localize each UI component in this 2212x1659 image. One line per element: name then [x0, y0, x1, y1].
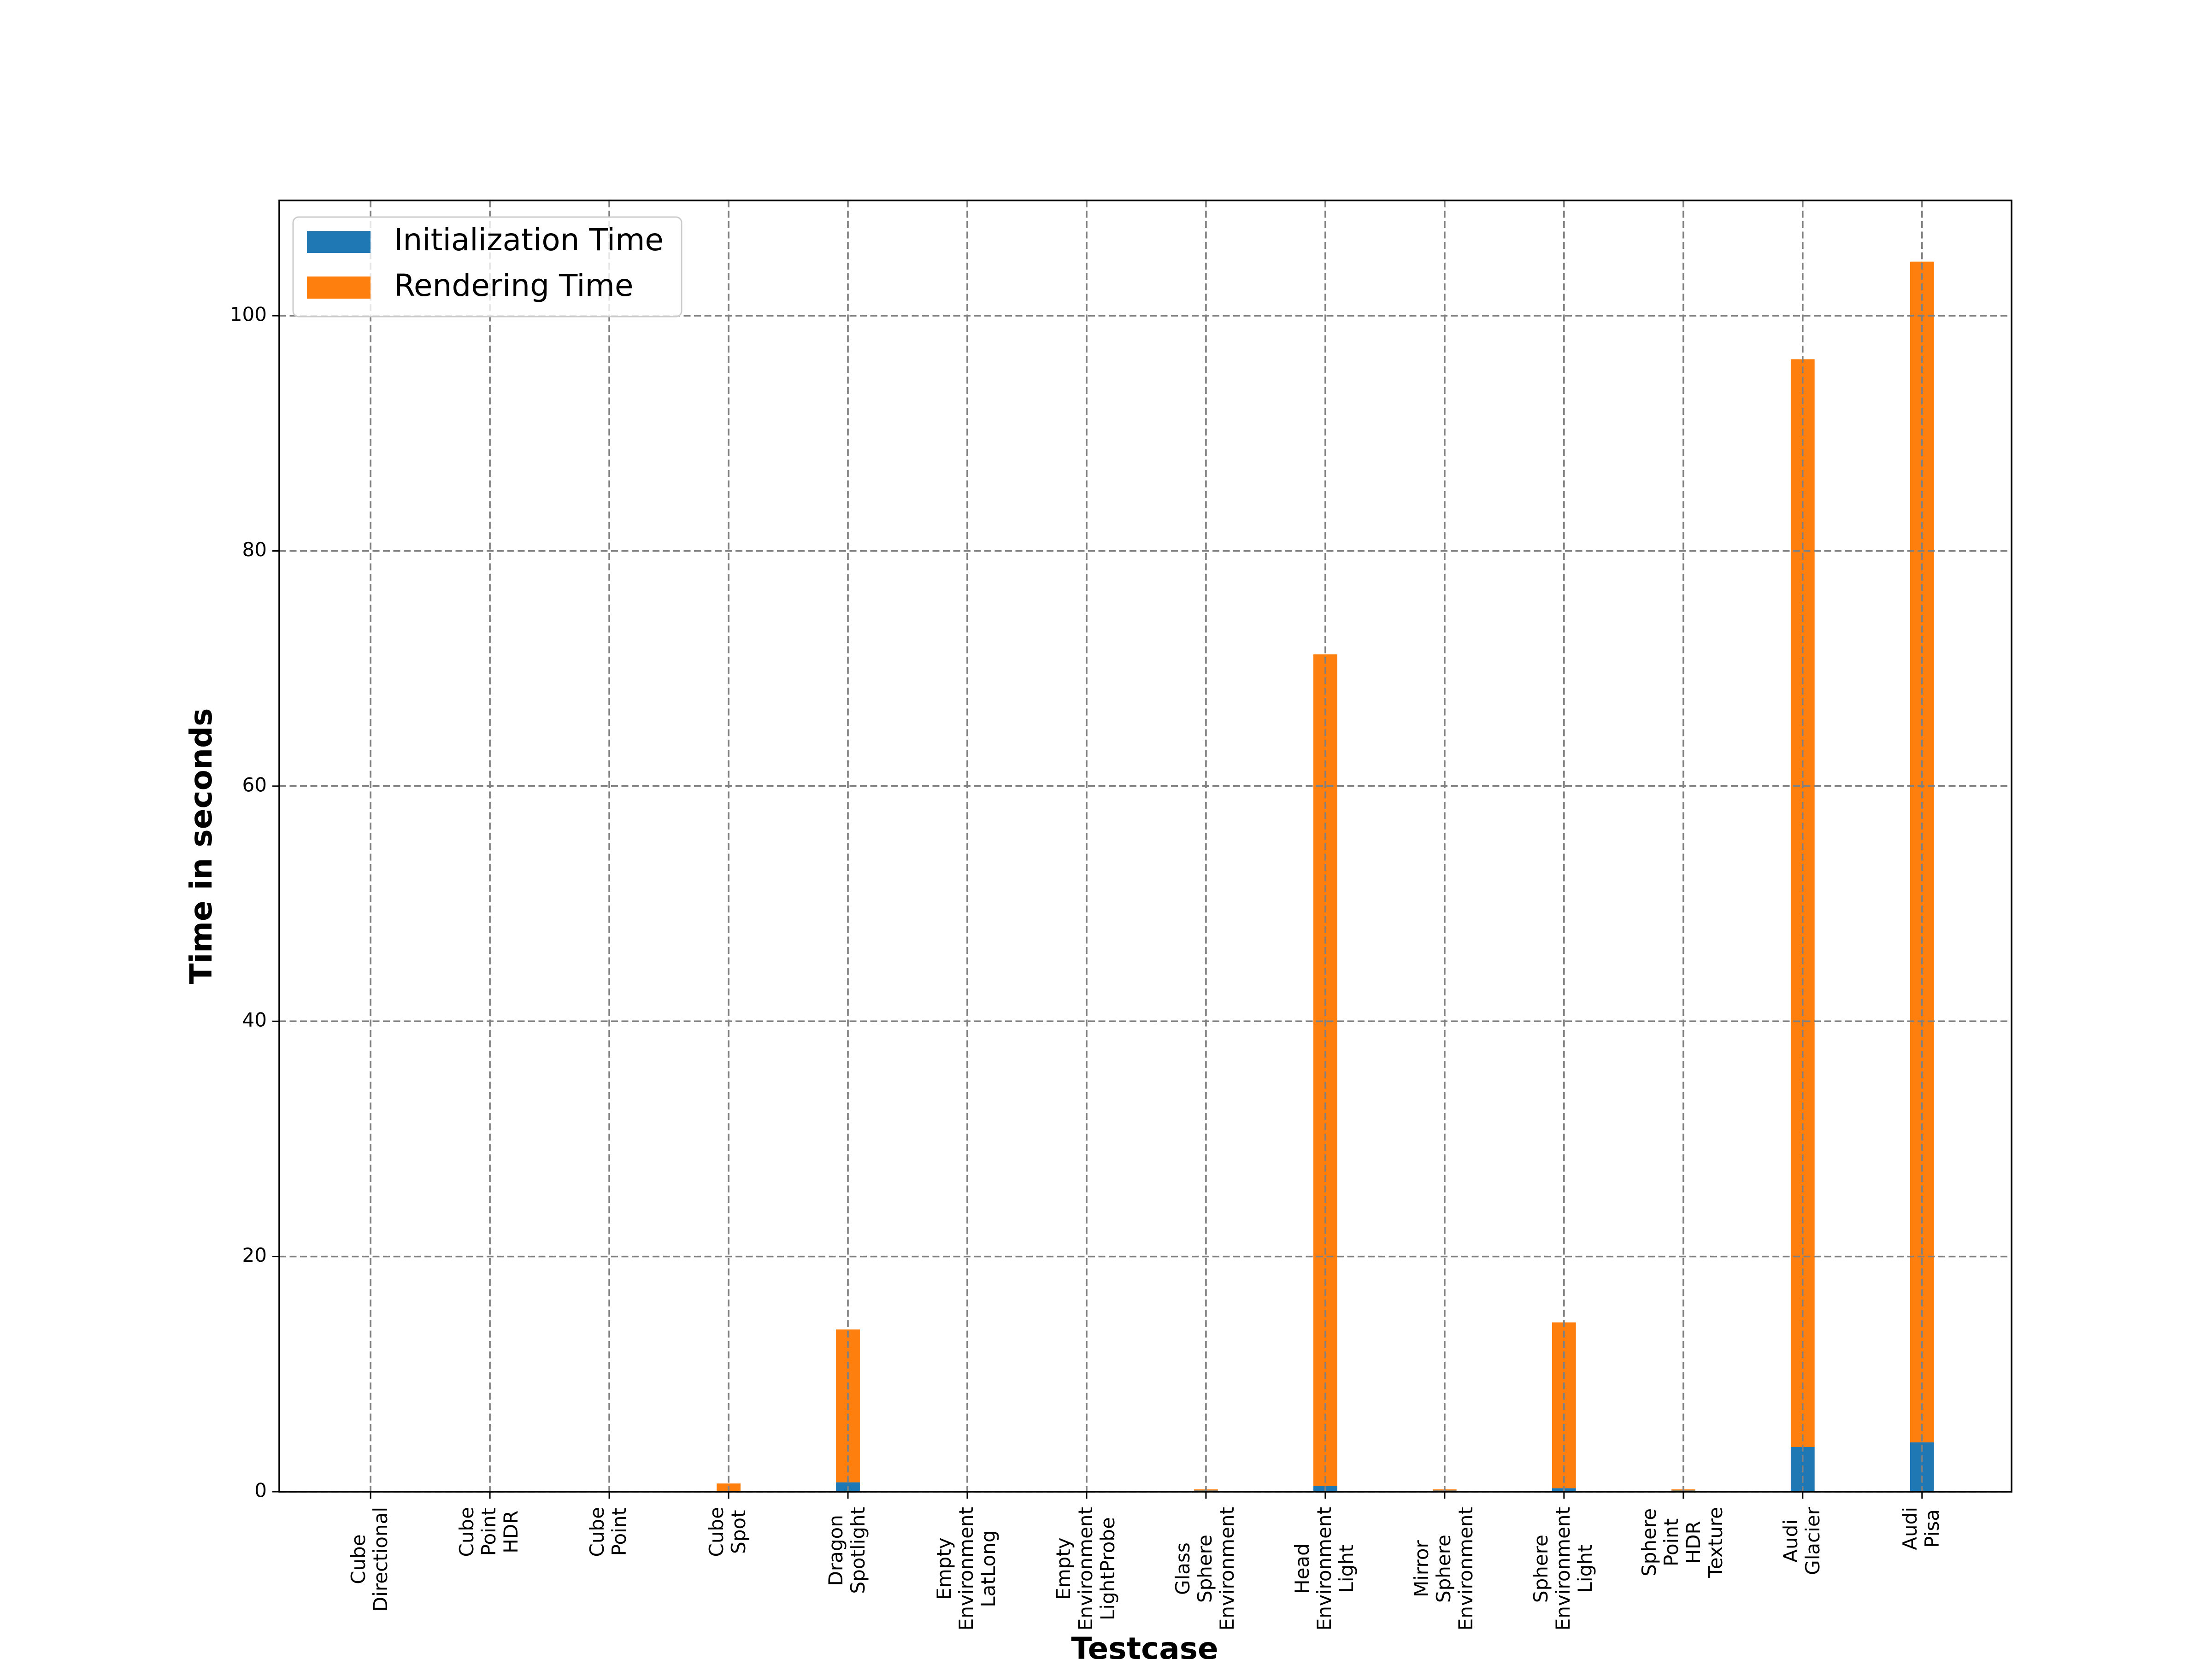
bar-segment — [1313, 654, 1337, 1486]
legend-label: Initialization Time — [394, 222, 664, 258]
y-tick-label: 40 — [242, 1009, 267, 1031]
x-tick-label: CubePoint — [586, 1507, 630, 1557]
x-tick-label: GlassSphereEnvironment — [1171, 1507, 1238, 1630]
y-tick-label: 60 — [242, 773, 267, 796]
y-tick-label: 80 — [242, 538, 267, 561]
x-tick-label: EmptyEnvironmentLatLong — [932, 1507, 999, 1630]
x-tick-label: MirrorSphereEnvironment — [1410, 1507, 1477, 1630]
x-tick-label: CubeSpot — [705, 1507, 750, 1557]
x-tick-label: AudiPisa — [1898, 1507, 1943, 1550]
x-tick-label: HeadEnvironmentLight — [1290, 1507, 1357, 1630]
legend: Initialization Time Rendering Time — [292, 216, 682, 318]
y-tick-label: 0 — [254, 1479, 267, 1502]
bar-segment — [1790, 359, 1815, 1447]
y-axis-label: Time in seconds — [183, 708, 219, 984]
x-tick-label: EmptyEnvironmentLightProbe — [1052, 1507, 1118, 1630]
bar-segment — [1910, 261, 1934, 1442]
legend-swatch — [307, 276, 371, 299]
y-tick-label: 20 — [242, 1244, 267, 1266]
x-tick-label: SphereEnvironmentLight — [1529, 1507, 1596, 1630]
legend-label: Rendering Time — [394, 268, 634, 303]
y-tick-label: 100 — [230, 303, 267, 326]
x-tick-label: AudiGlacier — [1779, 1506, 1824, 1575]
legend-box — [292, 216, 682, 318]
legend-swatch — [307, 231, 371, 253]
plot-frame — [278, 200, 2012, 1493]
x-axis-label: Testcase — [1071, 1631, 1218, 1659]
x-tick-label: DragonSpotlight — [824, 1507, 869, 1594]
x-tick-label: CubePointHDR — [455, 1507, 522, 1557]
x-tick-label: CubeDirectional — [347, 1507, 392, 1612]
x-tick-label: SpherePointHDRTexture — [1637, 1507, 1726, 1578]
